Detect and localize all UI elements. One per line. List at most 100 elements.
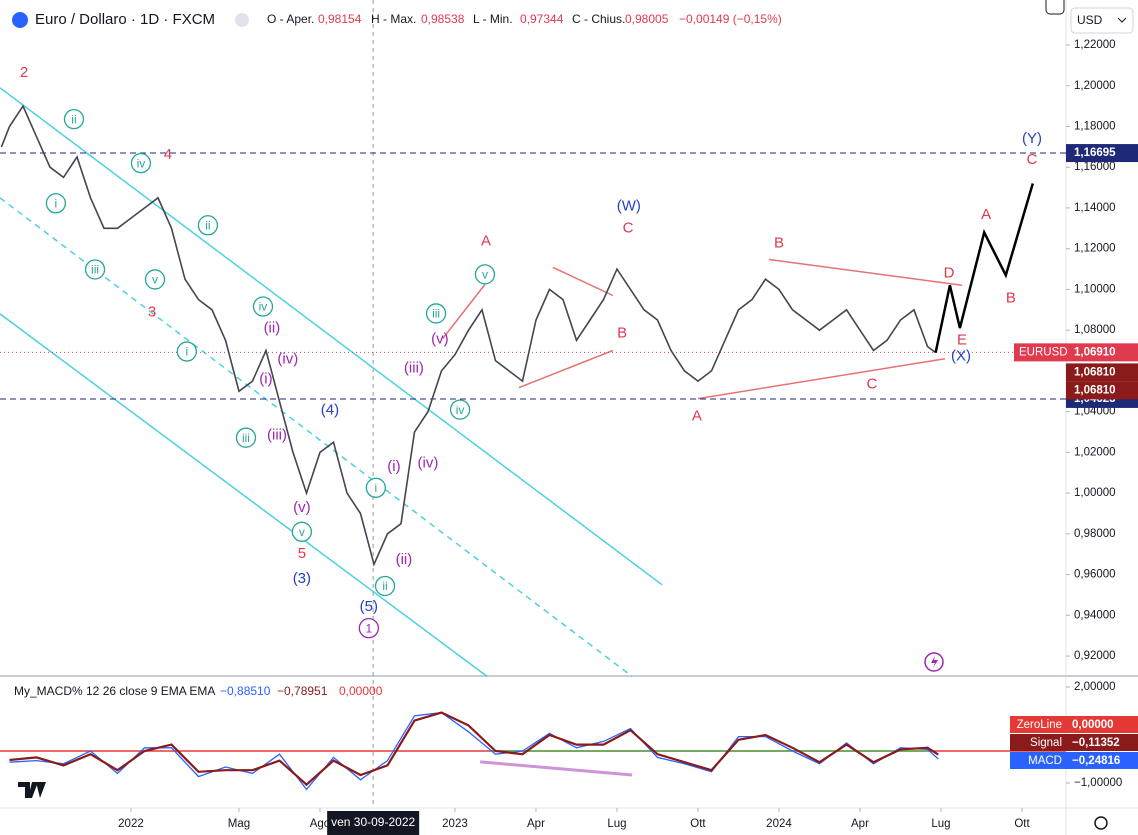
- wave-label: 5: [298, 545, 306, 562]
- price-tag: [1066, 343, 1138, 362]
- price-line-series: [0, 104, 937, 567]
- ohlc-label: H - Max.: [371, 12, 416, 26]
- wave-label: v: [299, 525, 305, 539]
- trend-line: [0, 197, 633, 677]
- trend-line: [442, 284, 486, 339]
- indicator-tag: [1066, 716, 1138, 733]
- wave-label: B: [1006, 290, 1016, 307]
- y-tick-label: 0,92000: [1074, 650, 1116, 662]
- y-tick-label: 2,00000: [1074, 681, 1116, 693]
- trend-line: [552, 266, 614, 297]
- wave-label: C: [1027, 151, 1038, 168]
- y-tick-label: 0,94000: [1074, 609, 1116, 621]
- wave-circle: [425, 303, 447, 324]
- x-tick-label: 2022: [118, 818, 144, 830]
- wave-label: (iv): [277, 351, 298, 368]
- wave-label: (X): [951, 348, 971, 365]
- market-status[interactable]: [235, 13, 249, 27]
- trend-line: [0, 87, 663, 586]
- x-tick-label: Lug: [607, 818, 626, 830]
- indicator-title[interactable]: My_MACD% 12 26 close 9 EMA EMA: [14, 684, 215, 698]
- wave-label: (5): [360, 598, 378, 615]
- wave-label: 4: [164, 146, 172, 163]
- wave-label: ii: [71, 112, 76, 126]
- price-tag: [1066, 363, 1138, 382]
- wave-label: i: [375, 481, 378, 495]
- wave-label: 2: [20, 64, 28, 81]
- x-tick-label: Ott: [690, 818, 706, 830]
- wave-circle: [374, 575, 396, 597]
- trend-line: [697, 357, 946, 400]
- ohlc-value: 0,98005: [625, 12, 669, 26]
- wave-label: (W): [617, 197, 641, 214]
- y-tick-label: 1,22000: [1074, 39, 1116, 51]
- wave-label: (v): [293, 499, 311, 516]
- symbol-tag-label: EURUSD: [1019, 346, 1068, 358]
- ohlc-label: L - Min.: [473, 12, 513, 26]
- price-tag-label: 1,06810: [1074, 366, 1116, 378]
- indicator-tag: [1066, 734, 1138, 751]
- y-tick-label: 0,98000: [1074, 528, 1116, 540]
- wave-label: 3: [148, 303, 156, 320]
- y-tick-label: 1,16000: [1074, 161, 1116, 173]
- crosshair-label: ven 30-09-2022: [331, 815, 415, 829]
- change: −0,00149 (−0,15%): [679, 12, 782, 26]
- price-tag: [1066, 381, 1138, 400]
- event-bolt: [931, 656, 938, 668]
- wave-label: (iii): [267, 427, 287, 444]
- wave-label: A: [481, 232, 491, 249]
- macd-series: [9, 711, 939, 787]
- x-tick-label: Mag: [228, 818, 250, 830]
- symbol-title[interactable]: Euro / Dollaro · 1D · FXCM: [35, 11, 215, 28]
- wave-label: E: [957, 331, 967, 348]
- wave-label: B: [617, 325, 627, 342]
- wave-circle: [144, 269, 166, 290]
- currency[interactable]: USD: [1077, 13, 1103, 27]
- wave-label: (4): [321, 402, 339, 419]
- settings-gear[interactable]: [1094, 816, 1108, 830]
- ohlc-label: C - Chius.: [572, 12, 625, 26]
- y-tick-label: 1,02000: [1074, 446, 1116, 458]
- wave-label: (ii): [396, 551, 413, 568]
- wave-label: ii: [205, 218, 210, 232]
- y-tick-label: 1,18000: [1074, 121, 1116, 133]
- wave-label: iii: [242, 431, 250, 445]
- wave-label: (i): [259, 371, 272, 388]
- y-tick-label: 1,10000: [1074, 283, 1116, 295]
- wave-circle: [176, 341, 197, 362]
- indicator-value: 0,00000: [339, 684, 383, 698]
- x-tick-label: Ott: [1014, 818, 1030, 830]
- event-icon[interactable]: [924, 652, 944, 672]
- indicator-name-tag: [1010, 734, 1066, 751]
- x-tick-label: Apr: [527, 818, 545, 830]
- wave-circle: [130, 152, 152, 174]
- indicator-tag-label: 0,00000: [1072, 719, 1114, 731]
- indicator-value: −0,78951: [277, 684, 328, 698]
- indicator-tag: [1066, 752, 1138, 769]
- wave-label: (iv): [418, 455, 439, 472]
- indicator-tag-label: −0,24816: [1072, 755, 1120, 767]
- indicator-tag-label: −0,11352: [1072, 737, 1120, 749]
- dropdown-arrow: [1117, 17, 1127, 23]
- wave-circle: [45, 193, 67, 214]
- wave-circle: [235, 427, 257, 448]
- wave-circle: [197, 215, 219, 236]
- price-tag-label: 1,06810: [1074, 384, 1116, 396]
- settings-button[interactable]: [1045, 0, 1065, 15]
- wave-label: i: [55, 196, 58, 210]
- wave-label: ii: [382, 579, 387, 593]
- y-tick-label: 1,04000: [1074, 406, 1116, 418]
- wave-label: (v): [431, 330, 449, 347]
- wave-circle: [63, 109, 85, 130]
- trend-line: [518, 349, 614, 389]
- currency-dropdown[interactable]: [1070, 7, 1134, 34]
- logo[interactable]: [18, 782, 46, 798]
- ohlc-value: 0,97344: [520, 12, 564, 26]
- trend-line: [768, 258, 963, 287]
- wave-label: iv: [456, 403, 465, 417]
- x-tick-label: 2023: [442, 818, 468, 830]
- symbol-icon[interactable]: [12, 12, 28, 28]
- projection: [934, 183, 1034, 353]
- price-tag-label: 1,06910: [1074, 346, 1116, 358]
